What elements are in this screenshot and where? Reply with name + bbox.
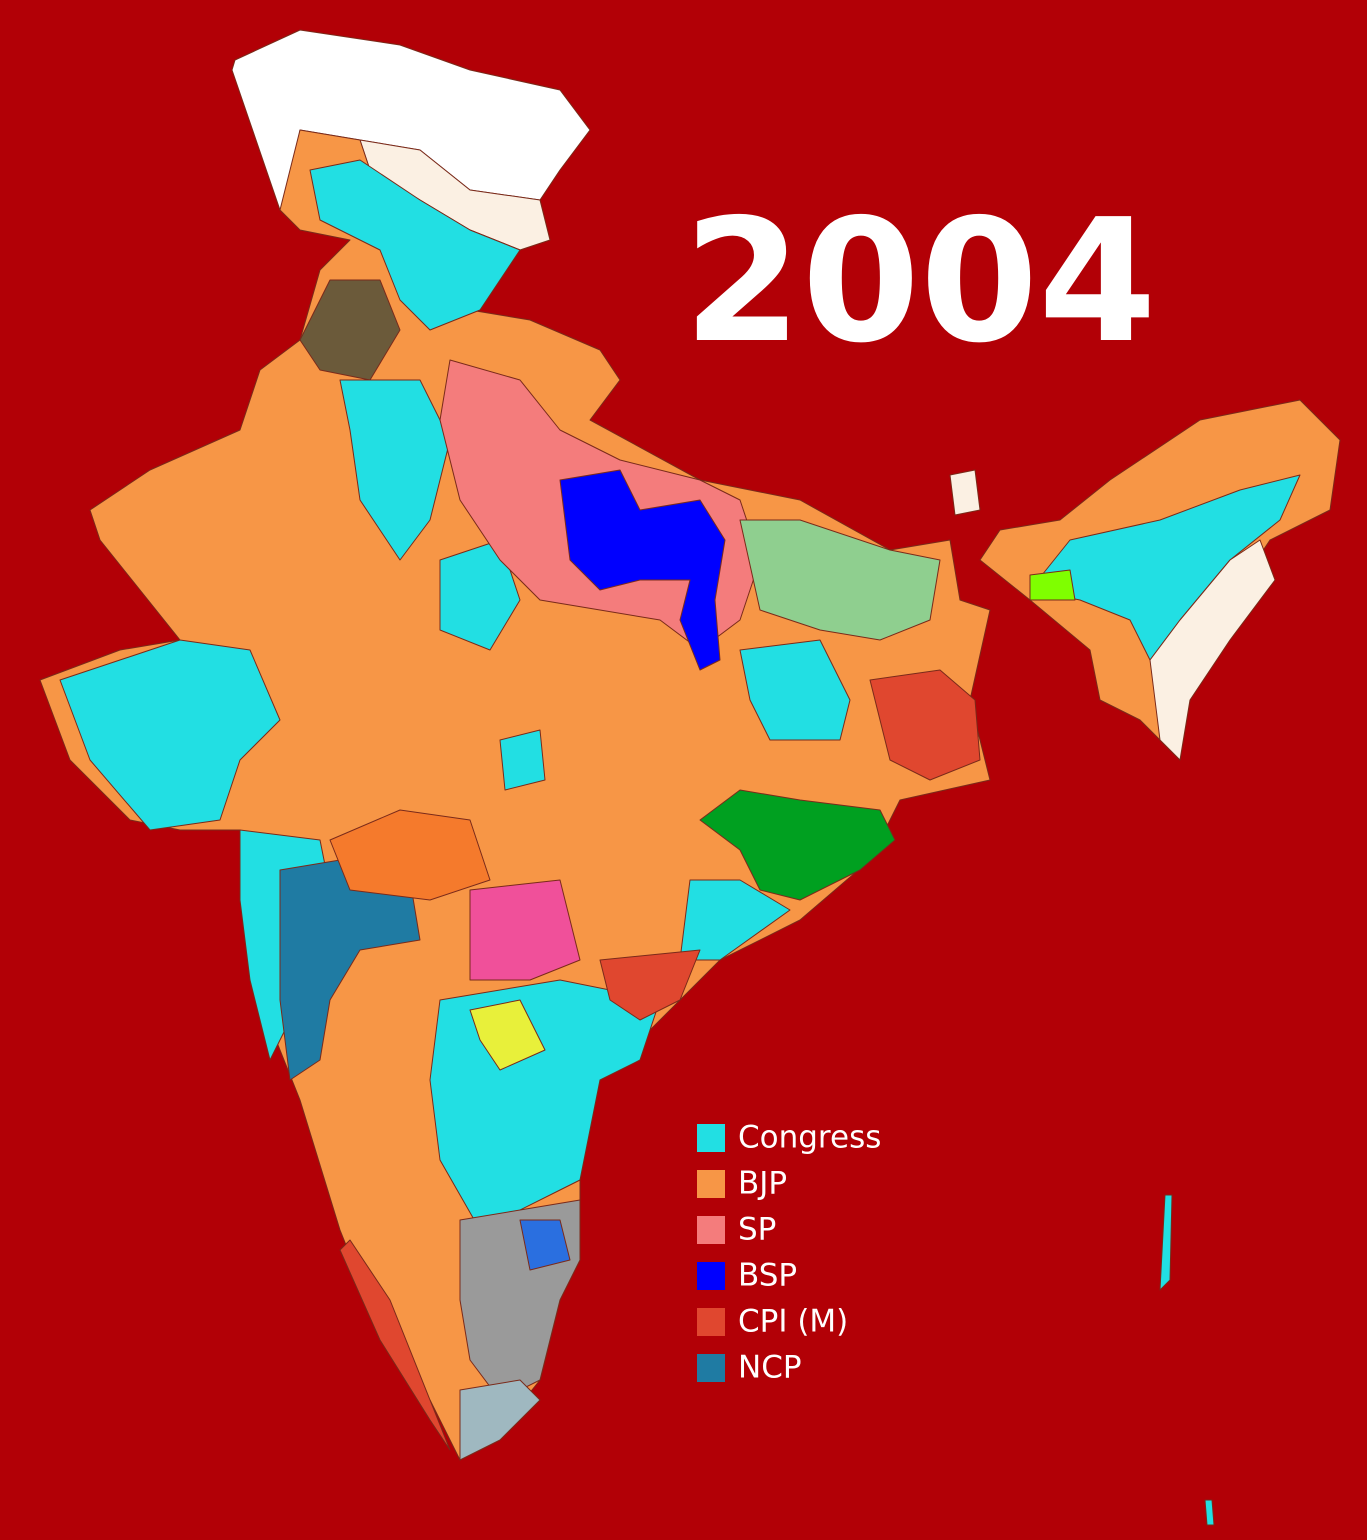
region <box>469 879 581 981</box>
region <box>679 879 791 961</box>
region <box>739 639 851 741</box>
region <box>499 729 546 791</box>
region <box>599 949 701 1021</box>
legend-swatch <box>697 1124 725 1152</box>
region <box>459 1379 541 1461</box>
map-title: 2004 <box>683 183 1156 381</box>
legend-label: CPI (M) <box>738 1304 848 1340</box>
region <box>949 469 981 516</box>
region <box>1029 569 1076 601</box>
legend-label: Congress <box>738 1120 881 1156</box>
region <box>739 519 941 641</box>
legend-label: BSP <box>738 1258 797 1294</box>
legend-swatch <box>697 1216 725 1244</box>
legend-swatch <box>697 1170 725 1198</box>
region <box>339 1239 451 1451</box>
region <box>1159 1194 1173 1291</box>
india-map <box>39 29 1341 1526</box>
legend-swatch <box>697 1354 725 1382</box>
legend-label: SP <box>738 1212 776 1248</box>
region <box>299 279 401 381</box>
legend-swatch <box>697 1308 725 1336</box>
region <box>339 379 451 561</box>
region <box>559 469 726 671</box>
legend-label: BJP <box>738 1166 787 1202</box>
region <box>699 789 896 901</box>
legend: Congress BJP SP BSP CPI (M) NCP <box>697 1120 881 1386</box>
region <box>309 159 521 331</box>
legend-label: NCP <box>738 1350 802 1386</box>
region <box>869 669 981 781</box>
region <box>1149 539 1276 761</box>
legend-swatch <box>697 1262 725 1290</box>
region <box>469 999 546 1071</box>
region <box>59 639 281 831</box>
region <box>519 1219 571 1271</box>
region <box>1204 1499 1215 1526</box>
region <box>329 809 491 901</box>
